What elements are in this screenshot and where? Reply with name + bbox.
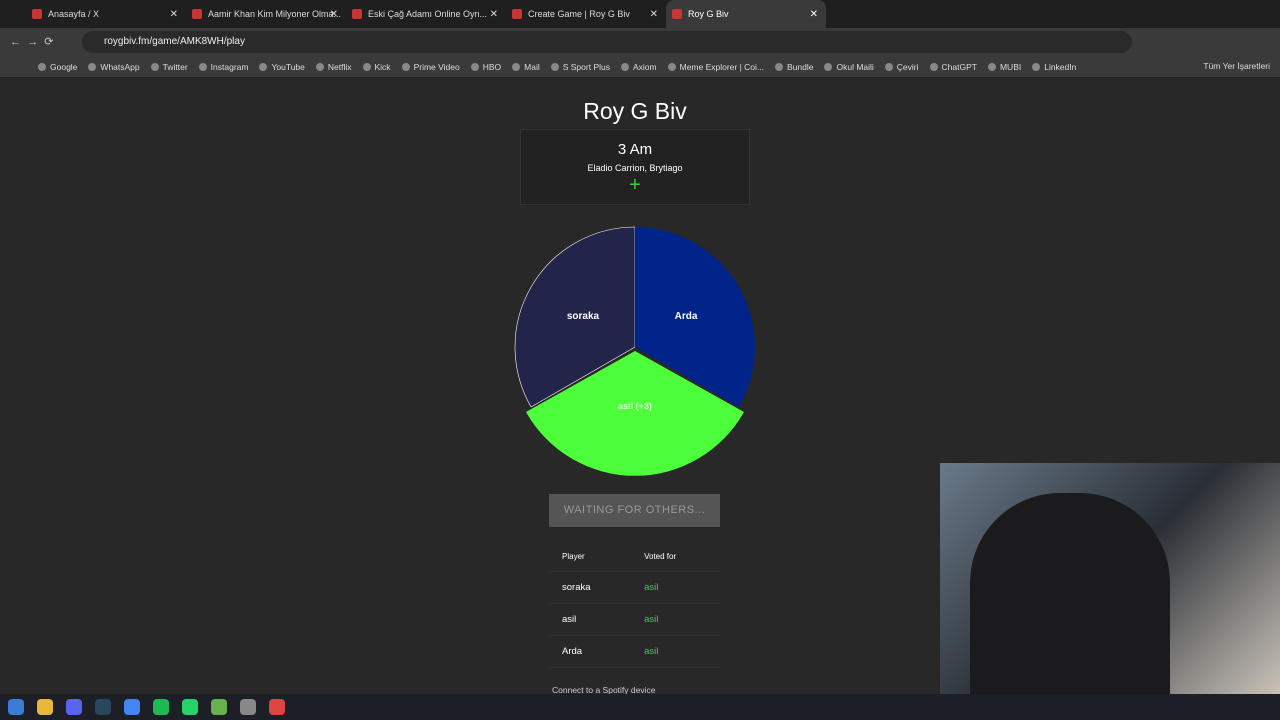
page-title: Roy G Biv [583, 98, 687, 124]
tab-title: Roy G Biv [688, 9, 729, 19]
bookmark[interactable]: HBO [471, 62, 501, 72]
add-button[interactable]: + [629, 174, 641, 196]
bookmark[interactable]: LinkedIn [1032, 62, 1076, 72]
taskbar-icon[interactable] [66, 699, 82, 715]
bookmark[interactable]: Kick [363, 62, 391, 72]
tab-icon [672, 9, 682, 19]
tab-title: Create Game | Roy G Biv [528, 9, 630, 19]
tab-close[interactable]: ✕ [809, 8, 818, 20]
bookmark[interactable]: Okul Maili [824, 62, 873, 72]
wedge[interactable] [526, 351, 744, 476]
tab-close[interactable]: ✕ [329, 8, 338, 20]
nav-buttons[interactable]: ← → ⟳ [10, 36, 54, 48]
tab-close[interactable]: ✕ [649, 8, 658, 20]
bookmark[interactable]: Netflix [316, 62, 352, 72]
table-row: asil asil [549, 603, 720, 636]
wait-button[interactable]: WAITING FOR OTHERS... [549, 494, 720, 527]
tab-title: Aamir Khan Kim Milyoner Olma... [208, 9, 342, 19]
tab[interactable]: Eski Çağ Adamı Online Oyn... ✕ [346, 0, 506, 28]
webcam-overlay [940, 463, 1280, 694]
person [970, 493, 1170, 694]
bookmark[interactable]: Twitter [151, 62, 188, 72]
table-cell: asil [631, 603, 720, 636]
taskbar-icon[interactable] [269, 699, 285, 715]
tab-icon [192, 9, 202, 19]
table-cell: soraka [549, 571, 632, 604]
taskbar-icon[interactable] [153, 699, 169, 715]
bookmark[interactable]: Instagram [199, 62, 249, 72]
tab-icon [352, 9, 362, 19]
tab[interactable]: Create Game | Roy G Biv ✕ [506, 0, 666, 28]
table-cell: asil [631, 571, 720, 604]
bookmark[interactable]: Meme Explorer | Coi... [668, 62, 764, 72]
bookmark[interactable]: Bundle [775, 62, 813, 72]
address-bar: ← → ⟳ roygbiv.fm/game/AMK8WH/play [0, 28, 1280, 56]
wedge-label: Arda [675, 311, 698, 322]
table-cell: Arda [549, 635, 632, 668]
tab-icon [512, 9, 522, 19]
bookmark[interactable]: MUBI [988, 62, 1021, 72]
bookmark[interactable]: WhatsApp [88, 62, 139, 72]
taskbar-icon[interactable] [240, 699, 256, 715]
taskbar-icon[interactable] [182, 699, 198, 715]
tab-close[interactable]: ✕ [489, 8, 498, 20]
taskbar-icon[interactable] [8, 699, 24, 715]
header-cell: Voted for [631, 543, 720, 572]
tab-title: Eski Çağ Adamı Online Oyn... [368, 9, 488, 19]
wedge-label: soraka [567, 311, 600, 322]
bookmark[interactable]: Prime Video [402, 62, 460, 72]
header-cell: Player [549, 543, 632, 572]
taskbar-icon[interactable] [95, 699, 111, 715]
bookmark[interactable]: ChatGPT [930, 62, 977, 72]
wedge[interactable] [514, 226, 636, 408]
tab[interactable]: Roy G Biv ✕ [666, 0, 826, 28]
taskbar [0, 694, 1280, 720]
all-bookmarks[interactable]: Tüm Yer İşaretleri [1203, 61, 1270, 71]
bookmark[interactable]: Mail [512, 62, 540, 72]
wheel: soraka Arda asil (+3) [514, 226, 755, 476]
spotify-note[interactable]: Connect to a Spotify device [552, 685, 656, 695]
tab-icon [32, 9, 42, 19]
bookmarks-bar: Google WhatsApp Twitter Instagram YouTube Net… [0, 56, 1280, 78]
taskbar-icon[interactable] [211, 699, 227, 715]
song-card: 3 Am Eladio Carrion, Brytiago + [520, 129, 750, 205]
table-cell: asil [631, 635, 720, 668]
taskbar-icon[interactable] [124, 699, 140, 715]
table-row: soraka asil [549, 571, 720, 604]
table-cell: asil [549, 603, 632, 636]
bookmark[interactable]: YouTube [259, 62, 304, 72]
wedge[interactable] [635, 227, 755, 407]
tab[interactable]: Anasayfa / X ✕ [26, 0, 186, 28]
bookmark[interactable]: Axiom [621, 62, 657, 72]
bookmark[interactable]: Çeviri [885, 62, 919, 72]
tab-title: Anasayfa / X [48, 9, 100, 19]
tab-close[interactable]: ✕ [169, 8, 178, 20]
votes-table: Player Voted for soraka asil asil asil Arda asi… [549, 543, 720, 668]
taskbar-icon[interactable] [37, 699, 53, 715]
table-row: Arda asil [549, 635, 720, 668]
url-field[interactable]: roygbiv.fm/game/AMK8WH/play [82, 31, 1132, 53]
wedge-label: asil (+3) [618, 401, 652, 411]
song-artist: Eladio Carrion, Brytiago [587, 163, 683, 173]
bookmark[interactable]: Google [38, 62, 77, 72]
bookmark[interactable]: S Sport Plus [551, 62, 610, 72]
song-title: 3 Am [617, 141, 653, 158]
tab[interactable]: Aamir Khan Kim Milyoner Olma... ✕ [186, 0, 346, 28]
tab-bar: Anasayfa / X ✕ Aamir Khan Kim Milyoner Olm… [0, 0, 1280, 28]
table-header: Player Voted for [549, 543, 720, 572]
